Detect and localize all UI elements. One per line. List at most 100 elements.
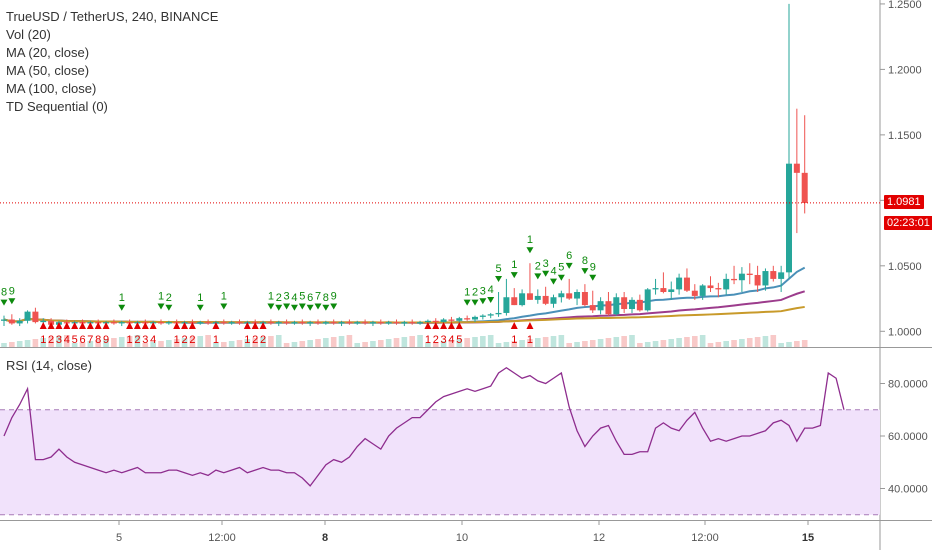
volume-bar bbox=[597, 339, 604, 347]
volume-bar bbox=[283, 343, 290, 347]
volume-bar bbox=[189, 337, 196, 347]
candle-body bbox=[754, 274, 761, 286]
volume-bar bbox=[166, 340, 172, 347]
volume-bar bbox=[644, 342, 651, 347]
candle-body bbox=[346, 322, 353, 324]
candle-body bbox=[746, 273, 753, 275]
candle-body bbox=[683, 277, 690, 291]
td-sell-marker bbox=[63, 322, 71, 329]
volume-bar bbox=[707, 343, 714, 347]
volume-bar bbox=[95, 340, 101, 347]
td-buy-marker bbox=[479, 298, 487, 305]
candle-body bbox=[409, 322, 416, 324]
volume-bar bbox=[48, 337, 54, 347]
volume-bar bbox=[472, 337, 478, 347]
candle-body bbox=[589, 305, 596, 311]
volume-bar bbox=[527, 339, 533, 347]
candle-body bbox=[8, 319, 15, 324]
rsi-legend[interactable]: RSI (14, close) bbox=[6, 358, 92, 373]
td-buy-count: 6 bbox=[566, 250, 572, 262]
td-sell-marker bbox=[251, 322, 259, 329]
volume-bar bbox=[299, 341, 306, 347]
candle-body bbox=[228, 322, 235, 324]
td-buy-marker bbox=[0, 299, 8, 306]
candle-body bbox=[393, 322, 400, 324]
td-sell-count: 2 bbox=[48, 334, 54, 346]
volume-bar bbox=[291, 342, 298, 347]
volume-bar bbox=[770, 335, 777, 347]
volume-bar bbox=[637, 343, 643, 347]
td-sell-marker bbox=[149, 322, 157, 329]
candle-body bbox=[24, 311, 31, 321]
td-buy-count: 4 bbox=[488, 284, 494, 296]
td-buy-count: 1 bbox=[464, 287, 470, 299]
td-sell-count: 9 bbox=[103, 334, 109, 346]
candle-body bbox=[793, 163, 800, 173]
volume-bar bbox=[786, 342, 792, 347]
indicator-ma20[interactable]: MA (20, close) bbox=[6, 45, 90, 60]
candle-body bbox=[519, 293, 526, 306]
td-buy-count: 1 bbox=[158, 291, 164, 303]
volume-bar bbox=[362, 342, 368, 347]
volume-bar bbox=[71, 343, 78, 347]
td-buy-count: 3 bbox=[480, 285, 486, 297]
volume-bar bbox=[330, 337, 337, 347]
volume-bar bbox=[118, 337, 125, 347]
candle-body bbox=[377, 322, 384, 324]
candle-body bbox=[566, 293, 573, 299]
volume-bar bbox=[393, 338, 400, 347]
candle-body bbox=[236, 322, 243, 324]
volume-bar bbox=[103, 339, 109, 347]
candle-body bbox=[267, 322, 274, 324]
td-sell-marker bbox=[55, 322, 63, 329]
td-buy-marker bbox=[557, 274, 565, 281]
volume-bar bbox=[142, 343, 149, 347]
td-sell-count: 1 bbox=[40, 334, 46, 346]
candle-body bbox=[699, 285, 706, 296]
volume-bar bbox=[181, 338, 188, 347]
symbol-title[interactable]: TrueUSD / TetherUS, 240, BINANCE bbox=[6, 9, 219, 24]
volume-bar bbox=[566, 343, 572, 347]
indicator-volume[interactable]: Vol (20) bbox=[6, 27, 51, 42]
td-sell-marker bbox=[181, 322, 189, 329]
candle-body bbox=[110, 322, 117, 324]
volume-bar bbox=[307, 340, 313, 347]
td-buy-count: 2 bbox=[166, 292, 172, 304]
td-buy-marker bbox=[534, 273, 542, 280]
volume-bar bbox=[558, 335, 565, 347]
volume-bar bbox=[731, 340, 737, 347]
td-buy-count: 9 bbox=[9, 285, 15, 297]
td-sell-count: 3 bbox=[56, 334, 62, 346]
candle-body bbox=[417, 322, 424, 324]
td-buy-count: 3 bbox=[543, 258, 549, 270]
volume-bar bbox=[621, 336, 627, 347]
indicator-ma100[interactable]: MA (100, close) bbox=[6, 81, 97, 96]
volume-bar bbox=[236, 340, 243, 347]
candle-body bbox=[424, 320, 431, 323]
volume-bar bbox=[684, 337, 690, 347]
volume-bar bbox=[503, 342, 510, 347]
last-price-tag: 1.0981 bbox=[884, 195, 924, 209]
td-sell-count: 1 bbox=[527, 334, 533, 346]
td-buy-count: 8 bbox=[1, 287, 7, 299]
td-buy-marker bbox=[487, 296, 495, 303]
volume-bar bbox=[228, 341, 235, 347]
price-tick-label: 1.2000 bbox=[888, 64, 922, 76]
candle-body bbox=[778, 272, 785, 279]
indicator-td-sequential[interactable]: TD Sequential (0) bbox=[6, 99, 108, 114]
price-tick-label: 1.0000 bbox=[888, 326, 922, 338]
td-buy-count: 9 bbox=[590, 262, 596, 274]
candle-body bbox=[605, 301, 612, 315]
volume-bar bbox=[323, 338, 329, 347]
td-buy-count: 7 bbox=[315, 291, 321, 303]
volume-bar bbox=[79, 342, 86, 347]
td-buy-count: 8 bbox=[582, 255, 588, 267]
volume-bar bbox=[692, 336, 698, 347]
candle-body bbox=[723, 278, 730, 290]
volume-bar bbox=[252, 338, 258, 347]
indicator-ma50[interactable]: MA (50, close) bbox=[6, 63, 90, 78]
td-buy-count: 9 bbox=[331, 291, 337, 303]
volume-bar bbox=[1, 343, 7, 347]
